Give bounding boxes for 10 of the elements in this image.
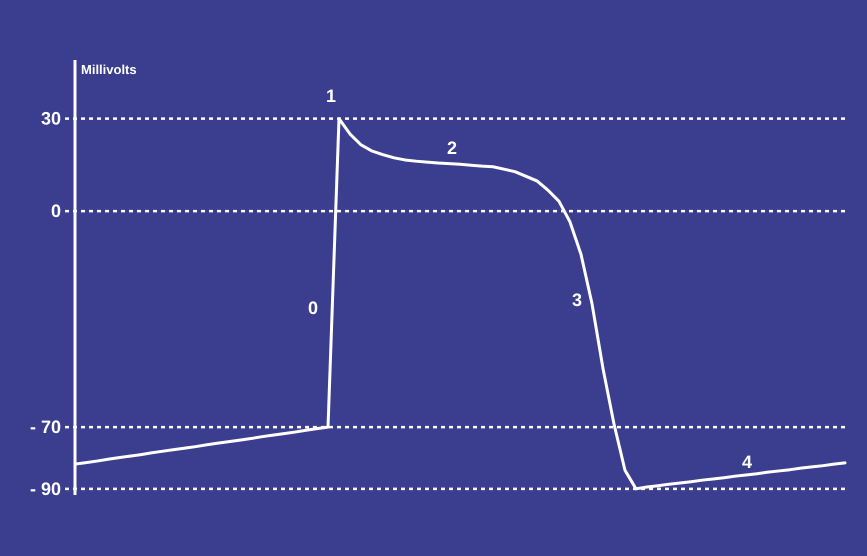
y-tick-label: - 90 [30, 478, 61, 499]
y-tick-label: 0 [50, 201, 61, 222]
y-tick-label: - 70 [30, 417, 61, 438]
annotation: 4 [742, 452, 752, 472]
annotation: 3 [572, 290, 582, 310]
annotation: 1 [326, 86, 336, 106]
y-tick-label: 30 [40, 108, 61, 129]
y-axis-title: Millivolts [81, 62, 137, 77]
annotation: 2 [446, 138, 458, 158]
annotation: 0 [308, 298, 318, 318]
